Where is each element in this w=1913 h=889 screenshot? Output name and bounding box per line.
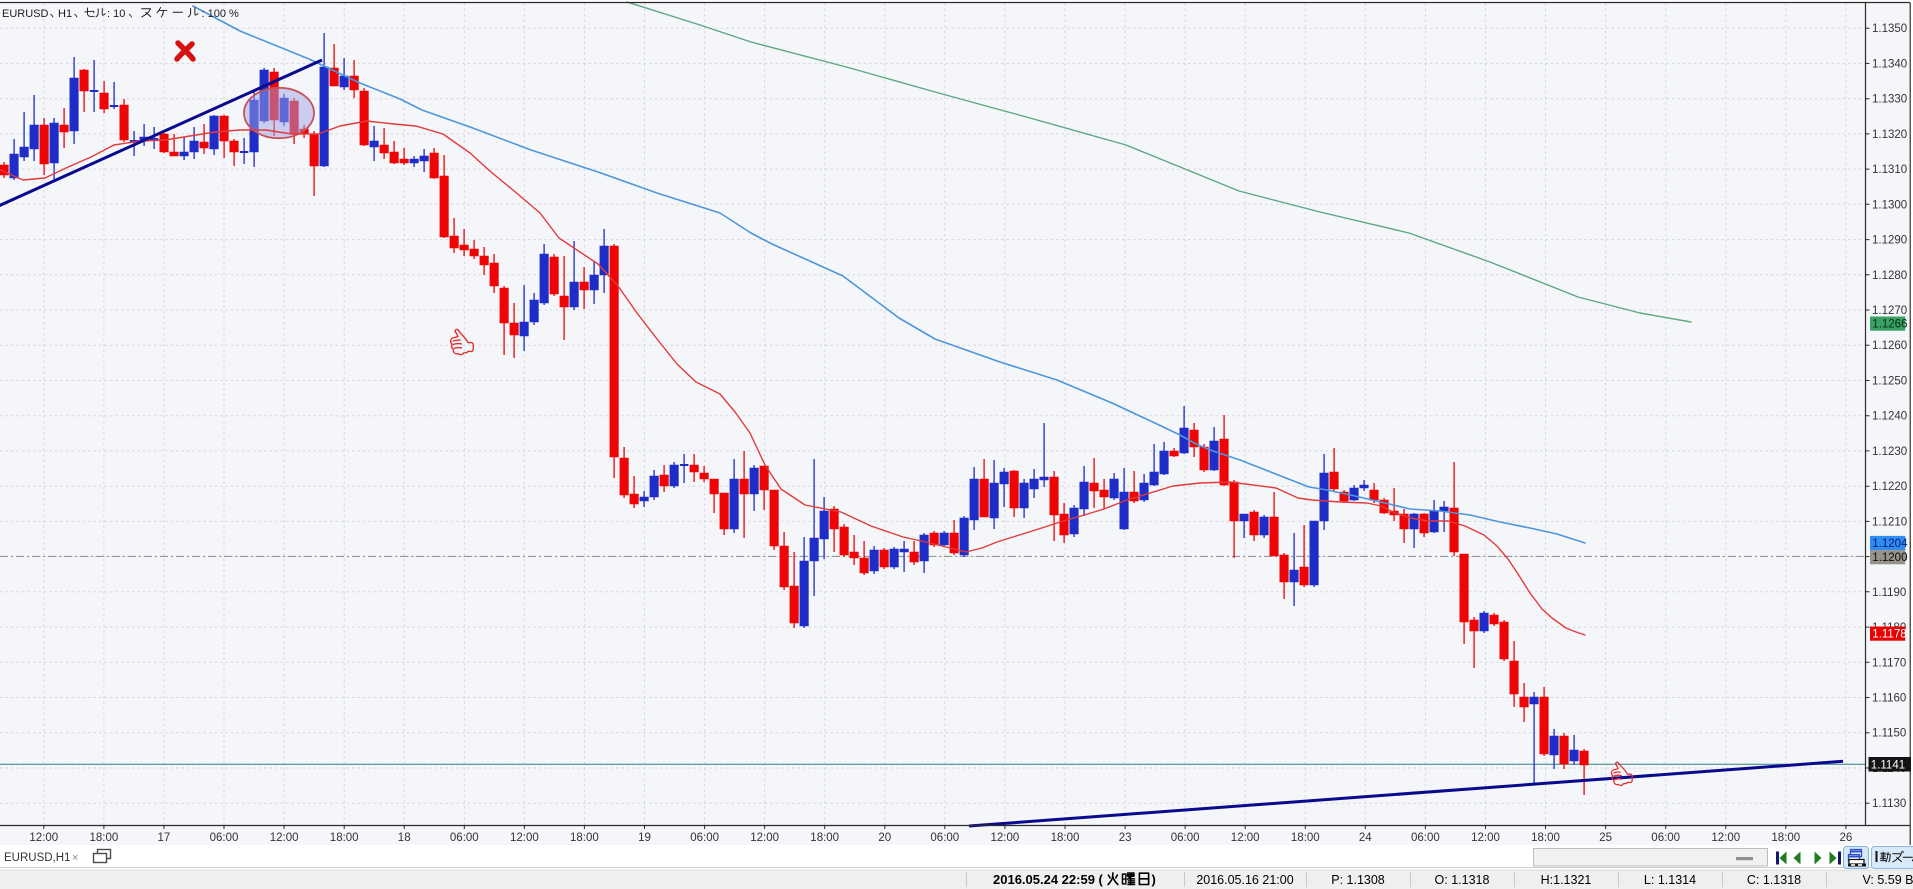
svg-text:18:00: 18:00 (570, 832, 599, 844)
svg-text:12:00: 12:00 (510, 832, 539, 844)
svg-text:: 10: : 10 (107, 8, 125, 20)
svg-text:1.1290: 1.1290 (1872, 235, 1907, 247)
svg-text:18:00: 18:00 (90, 832, 119, 844)
svg-text:L: 1.1314: L: 1.1314 (1644, 873, 1696, 887)
svg-text:12:00: 12:00 (1471, 832, 1500, 844)
svg-text:1.1130: 1.1130 (1872, 798, 1906, 810)
svg-text:20: 20 (878, 832, 891, 844)
svg-text:O: 1.1318: O: 1.1318 (1435, 873, 1490, 887)
svg-text:18:00: 18:00 (1291, 832, 1320, 844)
svg-text:1.1160: 1.1160 (1872, 693, 1906, 705)
svg-text:12:00: 12:00 (1711, 832, 1740, 844)
svg-text:25: 25 (1599, 832, 1612, 844)
svg-text:06:00: 06:00 (210, 832, 239, 844)
svg-text:H:1.1321: H:1.1321 (1541, 873, 1592, 887)
svg-text:1.1178: 1.1178 (1872, 629, 1906, 641)
svg-text:1.1250: 1.1250 (1872, 376, 1907, 388)
svg-text:18:00: 18:00 (1531, 832, 1560, 844)
svg-text:1.1204: 1.1204 (1872, 538, 1908, 550)
svg-text:1.1340: 1.1340 (1872, 58, 1907, 70)
svg-text:06:00: 06:00 (930, 832, 959, 844)
svg-text:H1: H1 (58, 8, 72, 20)
svg-text:18: 18 (398, 832, 411, 844)
svg-text:17: 17 (158, 832, 171, 844)
svg-text:EURUSD: EURUSD (2, 8, 49, 20)
svg-text:1.1220: 1.1220 (1872, 481, 1907, 493)
svg-text:12:00: 12:00 (750, 832, 779, 844)
svg-text:1.1210: 1.1210 (1872, 516, 1907, 528)
svg-text:06:00: 06:00 (1651, 832, 1680, 844)
svg-text:26: 26 (1840, 832, 1853, 844)
svg-text:1.1240: 1.1240 (1872, 411, 1907, 423)
svg-text:2016.05.24 22:59 (: 2016.05.24 22:59 ( (993, 872, 1104, 887)
svg-text:P: 1.1308: P: 1.1308 (1331, 873, 1385, 887)
svg-text:1.1266: 1.1266 (1872, 319, 1907, 331)
svg-text:1.1310: 1.1310 (1872, 164, 1907, 176)
svg-text:06:00: 06:00 (450, 832, 479, 844)
svg-text:1.1230: 1.1230 (1872, 446, 1907, 458)
svg-text:1.1190: 1.1190 (1872, 587, 1906, 599)
svg-text:12:00: 12:00 (270, 832, 299, 844)
svg-text:12:00: 12:00 (1231, 832, 1260, 844)
svg-text:18:00: 18:00 (1771, 832, 1800, 844)
svg-text:C: 1.1318: C: 1.1318 (1747, 873, 1801, 887)
svg-text:06:00: 06:00 (1411, 832, 1440, 844)
svg-text:06:00: 06:00 (1171, 832, 1200, 844)
svg-text:1.1330: 1.1330 (1872, 94, 1907, 106)
svg-text:23: 23 (1119, 832, 1132, 844)
svg-text:18:00: 18:00 (330, 832, 359, 844)
svg-text:×: × (72, 852, 78, 864)
svg-text:12:00: 12:00 (991, 832, 1020, 844)
svg-text:1.1141: 1.1141 (1871, 759, 1905, 771)
svg-text:): ) (1152, 872, 1156, 887)
svg-text:1.1350: 1.1350 (1872, 23, 1907, 35)
svg-text:1.1320: 1.1320 (1872, 129, 1907, 141)
svg-text:2016.05.16 21:00: 2016.05.16 21:00 (1196, 873, 1293, 887)
svg-text:V: 5.59 B: V: 5.59 B (1863, 873, 1913, 887)
svg-text:1.1260: 1.1260 (1872, 340, 1907, 352)
svg-text:19: 19 (638, 832, 651, 844)
svg-text:1.1150: 1.1150 (1872, 728, 1906, 740)
svg-text:EURUSD,H1: EURUSD,H1 (4, 852, 70, 864)
svg-text:1.1200: 1.1200 (1872, 552, 1907, 564)
svg-text:1.1270: 1.1270 (1872, 305, 1907, 317)
svg-text:1.1300: 1.1300 (1872, 199, 1907, 211)
svg-text:18:00: 18:00 (810, 832, 839, 844)
svg-text:1.1280: 1.1280 (1872, 270, 1907, 282)
svg-text:1.1170: 1.1170 (1872, 657, 1906, 669)
svg-text:: 100 %: : 100 % (202, 8, 240, 20)
svg-text:24: 24 (1359, 832, 1372, 844)
svg-text:18:00: 18:00 (1051, 832, 1080, 844)
svg-text:12:00: 12:00 (29, 832, 58, 844)
svg-text:06:00: 06:00 (690, 832, 719, 844)
